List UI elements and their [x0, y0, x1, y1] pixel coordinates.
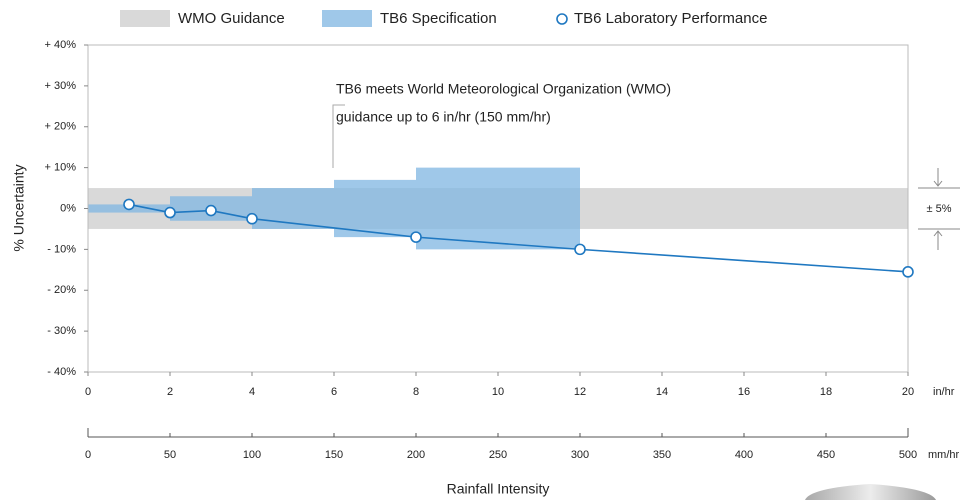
legend-swatch: [120, 10, 170, 27]
y-axis-label: % Uncertainty: [11, 164, 27, 251]
data-point: [165, 208, 175, 218]
x2-tick-label: 100: [243, 449, 261, 461]
data-point: [411, 232, 421, 242]
tolerance-label: ± 5%: [927, 203, 952, 215]
legend: WMO Guidance TB6 Specification TB6 Laborat…: [120, 10, 767, 27]
y-tick-label: - 10%: [47, 243, 76, 255]
y-tick-label: + 10%: [45, 162, 77, 174]
x-tick-label: 12: [574, 386, 586, 398]
x2-tick-label: 500: [899, 449, 917, 461]
x-tick-label: 6: [331, 386, 337, 398]
y-tick-label: + 20%: [45, 121, 77, 133]
annotation: guidance up to 6 in/hr (150 mm/hr): [336, 109, 551, 125]
x-tick-label: 2: [167, 386, 173, 398]
annotation: TB6 meets World Meteorological Organizat…: [336, 81, 671, 97]
x2-tick-label: 300: [571, 449, 589, 461]
x2-tick-label: 450: [817, 449, 835, 461]
data-point: [206, 206, 216, 216]
data-point: [247, 214, 257, 224]
data-point: [903, 267, 913, 277]
x2-tick-label: 150: [325, 449, 343, 461]
gauge-image: [805, 484, 936, 500]
x2-tick-label: 350: [653, 449, 671, 461]
page: % Uncertainty Rainfall Intensity in/hr m…: [0, 0, 980, 500]
y-tick-label: + 30%: [45, 80, 77, 92]
x-tick-label: 14: [656, 386, 668, 398]
x-tick-label: 16: [738, 386, 750, 398]
x-unit: in/hr: [933, 386, 955, 398]
chart: % Uncertainty Rainfall Intensity in/hr m…: [0, 0, 980, 500]
x2-tick-label: 250: [489, 449, 507, 461]
x2-unit: mm/hr: [928, 449, 960, 461]
x-tick-label: 8: [413, 386, 419, 398]
x-axis-label: Rainfall Intensity: [447, 481, 550, 497]
x-tick-label: 18: [820, 386, 832, 398]
legend-label: TB6 Specification: [380, 10, 497, 27]
x-tick-label: 10: [492, 386, 504, 398]
y-tick-label: - 20%: [47, 284, 76, 296]
x2-tick-label: 400: [735, 449, 753, 461]
band-segment: [416, 168, 580, 250]
data-point: [124, 199, 134, 209]
legend-label: WMO Guidance: [178, 10, 285, 27]
x2-tick-label: 0: [85, 449, 91, 461]
y-tick-label: + 40%: [45, 39, 77, 51]
y-tick-label: - 40%: [47, 366, 76, 378]
x-tick-label: 20: [902, 386, 914, 398]
y-tick-label: 0%: [60, 202, 76, 214]
legend-swatch: [322, 10, 372, 27]
data-point: [575, 244, 585, 254]
x2-tick-label: 50: [164, 449, 176, 461]
x2-tick-label: 200: [407, 449, 425, 461]
x-tick-label: 4: [249, 386, 255, 398]
legend-label: TB6 Laboratory Performance: [574, 10, 767, 27]
x-tick-label: 0: [85, 386, 91, 398]
legend-marker: [557, 14, 567, 24]
y-tick-label: - 30%: [47, 325, 76, 337]
